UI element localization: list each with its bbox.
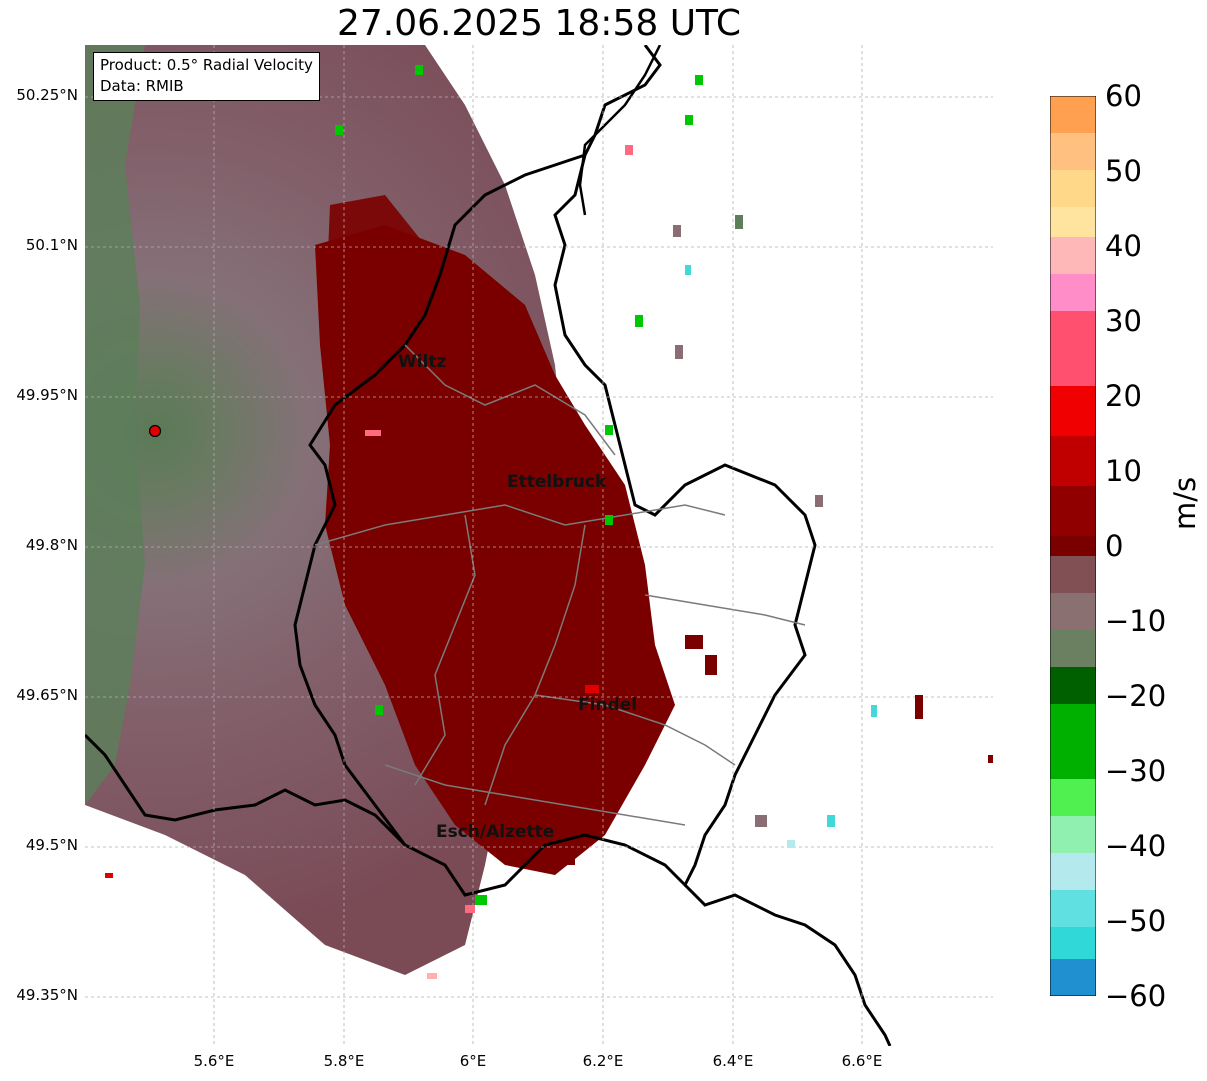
colorbar-unit-label: m/s xyxy=(1168,476,1202,530)
colorbar-tick: −50 xyxy=(1105,904,1167,938)
product-label: Product: 0.5° Radial Velocity xyxy=(100,56,313,74)
data-source-label: Data: RMIB xyxy=(100,77,184,95)
lon-tick-label: 6.4°E xyxy=(712,1052,754,1070)
national-border-south xyxy=(85,733,407,847)
lat-tick-label: 49.65°N xyxy=(16,686,78,704)
lat-tick-label: 50.1°N xyxy=(25,236,78,254)
city-label-wiltz: Wiltz xyxy=(398,352,447,372)
colorbar-tick: −30 xyxy=(1105,754,1167,788)
city-label-ettelbruck: Ettelbruck xyxy=(507,472,607,492)
velocity-colorbar xyxy=(1050,96,1096,996)
canton-border xyxy=(384,764,686,826)
lat-tick-label: 49.95°N xyxy=(16,386,78,404)
radar-speckles xyxy=(105,65,993,979)
colorbar-tick: 50 xyxy=(1105,154,1142,188)
canton-border xyxy=(484,524,586,806)
radar-site-marker xyxy=(148,424,162,438)
lat-tick-label: 49.8°N xyxy=(25,536,78,554)
canton-border xyxy=(414,514,476,786)
canton-border xyxy=(404,344,616,456)
lat-tick-label: 49.35°N xyxy=(16,986,78,1004)
city-label-findel: Findel xyxy=(578,695,638,715)
outbound-dark-red-upper xyxy=(325,195,435,355)
colorbar-tick: 10 xyxy=(1105,454,1142,488)
map-gridlines xyxy=(85,45,993,1046)
colorbar-tick: −10 xyxy=(1105,604,1167,638)
city-label-esch-alzette: Esch/Alzette xyxy=(436,822,555,842)
colorbar-tick: 30 xyxy=(1105,304,1142,338)
lon-tick-label: 6.2°E xyxy=(582,1052,624,1070)
colorbar-tick: −60 xyxy=(1105,979,1167,1013)
colorbar-tick: 60 xyxy=(1105,79,1142,113)
colorbar-tick: 0 xyxy=(1105,529,1124,563)
radar-velocity-field xyxy=(85,45,993,1046)
lon-tick-label: 6°E xyxy=(459,1052,487,1070)
national-border-east xyxy=(683,883,892,1046)
canton-border xyxy=(534,694,736,766)
canton-border xyxy=(644,594,806,626)
colorbar-tick: −40 xyxy=(1105,829,1167,863)
radar-map[interactable]: Product: 0.5° Radial Velocity Data: RMIB xyxy=(85,45,993,1046)
national-border-luxembourg xyxy=(293,45,817,897)
colorbar-tick: 40 xyxy=(1105,229,1142,263)
national-border-north xyxy=(578,45,662,216)
colorbar-tick: 20 xyxy=(1105,379,1142,413)
map-title: 27.06.2025 18:58 UTC xyxy=(336,3,742,44)
outbound-dark-red-region xyxy=(315,225,675,875)
lon-tick-label: 5.6°E xyxy=(193,1052,235,1070)
inbound-green-band xyxy=(85,45,145,805)
product-info-box: Product: 0.5° Radial Velocity Data: RMIB xyxy=(93,52,320,101)
lon-tick-label: 6.6°E xyxy=(841,1052,883,1070)
lon-tick-label: 5.8°E xyxy=(323,1052,365,1070)
canton-border xyxy=(314,504,726,546)
colorbar-tick: −20 xyxy=(1105,679,1167,713)
lat-tick-label: 50.25°N xyxy=(16,86,78,104)
lat-tick-label: 49.5°N xyxy=(25,836,78,854)
